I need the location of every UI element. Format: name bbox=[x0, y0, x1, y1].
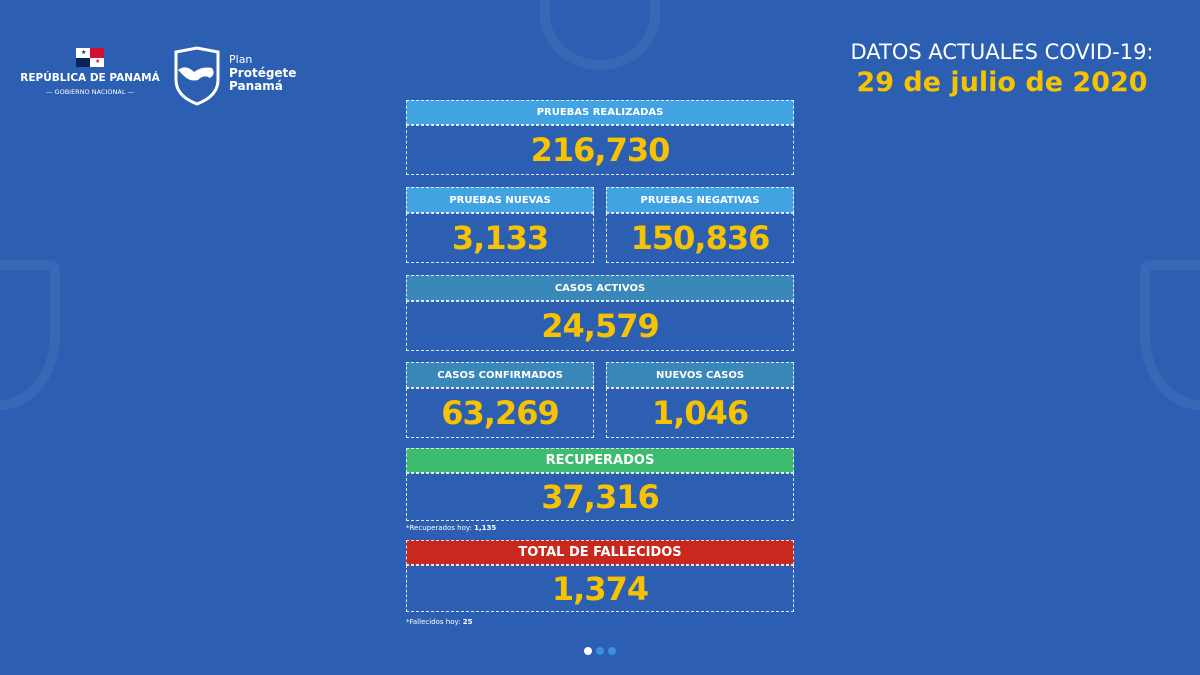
fallecidos-hoy-note: *Fallecidos hoy: 25 bbox=[406, 618, 472, 626]
plan-label: Plan bbox=[229, 53, 253, 66]
pruebas-realizadas-header: PRUEBAS REALIZADAS bbox=[406, 100, 794, 125]
carousel-dot-2[interactable] bbox=[596, 647, 604, 655]
casos-activos-value: 24,579 bbox=[406, 301, 794, 351]
casos-confirmados-header: CASOS CONFIRMADOS bbox=[406, 362, 594, 388]
pruebas-realizadas-value: 216,730 bbox=[406, 125, 794, 175]
title-line: DATOS ACTUALES COVID-19: bbox=[850, 40, 1154, 64]
republica-label: REPÚBLICA DE PANAMÁ bbox=[20, 72, 160, 84]
nuevos-casos-header: NUEVOS CASOS bbox=[606, 362, 794, 388]
pruebas-nuevas-value: 3,133 bbox=[406, 213, 594, 263]
background-shield-decoration bbox=[1140, 260, 1200, 410]
fallecidos-value: 1,374 bbox=[406, 565, 794, 612]
note-label: *Recuperados hoy: bbox=[406, 524, 472, 532]
recuperados-header: RECUPERADOS bbox=[406, 448, 794, 473]
recuperados-value: 37,316 bbox=[406, 473, 794, 521]
casos-confirmados-value: 63,269 bbox=[406, 388, 594, 438]
pruebas-negativas-header: PRUEBAS NEGATIVAS bbox=[606, 187, 794, 213]
pruebas-nuevas-header: PRUEBAS NUEVAS bbox=[406, 187, 594, 213]
pruebas-negativas-value: 150,836 bbox=[606, 213, 794, 263]
plan-panama-label: Panamá bbox=[229, 79, 283, 93]
shield-logo-icon bbox=[174, 46, 220, 106]
background-shield-decoration bbox=[540, 0, 660, 70]
recuperados-hoy-note: *Recuperados hoy: 1,135 bbox=[406, 524, 496, 532]
carousel-dot-3[interactable] bbox=[608, 647, 616, 655]
report-date: 29 de julio de 2020 bbox=[856, 67, 1148, 98]
plan-protegete-label: Protégete bbox=[229, 66, 297, 80]
note-value: 25 bbox=[462, 618, 473, 626]
note-value: 1,135 bbox=[474, 524, 497, 532]
nuevos-casos-value: 1,046 bbox=[606, 388, 794, 438]
gobierno-label: — GOBIERNO NACIONAL — bbox=[45, 88, 135, 96]
gobierno-text: GOBIERNO NACIONAL bbox=[54, 88, 126, 96]
background-shield-decoration bbox=[0, 260, 60, 410]
casos-activos-header: CASOS ACTIVOS bbox=[406, 275, 794, 301]
carousel-dot-1-active[interactable] bbox=[584, 647, 592, 655]
note-label: *Fallecidos hoy: bbox=[406, 618, 461, 626]
panama-flag-icon: ★ ★ bbox=[76, 48, 104, 67]
fallecidos-header: TOTAL DE FALLECIDOS bbox=[406, 540, 794, 565]
